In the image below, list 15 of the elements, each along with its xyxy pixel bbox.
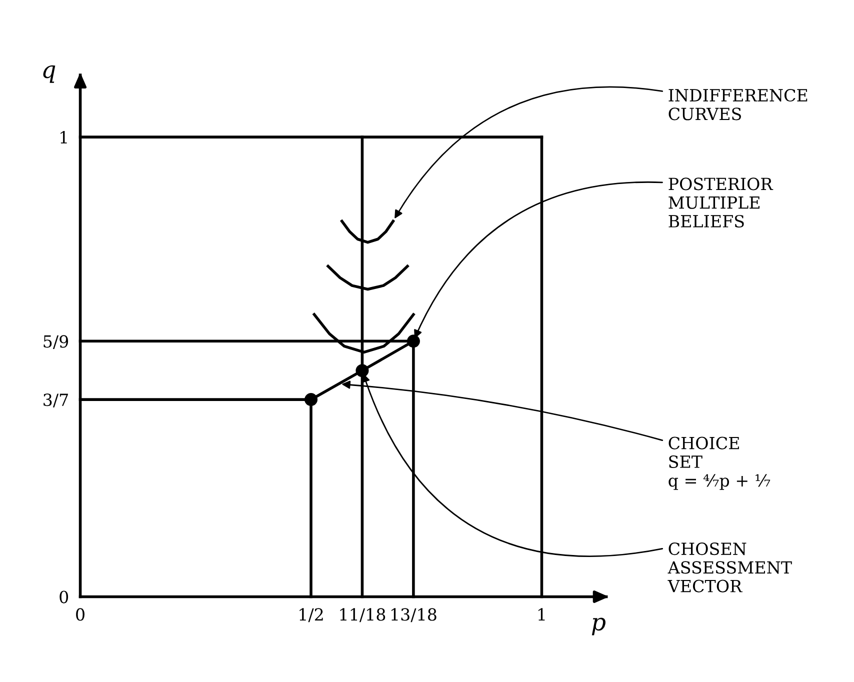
x-tick-label: 1	[538, 608, 545, 621]
y-tick-label: 5/9	[44, 335, 68, 350]
annotation: POSTERIOR MULTIPLE BELIEFS	[668, 178, 774, 228]
annotation: INDIFFERENCE CURVES	[668, 88, 808, 120]
x-tick-label: 11/18	[340, 608, 386, 622]
x-tick-label: 13/18	[391, 608, 436, 622]
x-tick-label: 1/2	[300, 608, 323, 622]
x-axis-title: p	[592, 618, 606, 636]
y-axis-title: q	[43, 65, 56, 83]
y-tick-label: 3/7	[44, 394, 68, 408]
y-tick-label: 1	[60, 131, 67, 144]
annotation: CHOICE SET q = ⁴⁄₇p + ¹⁄₇	[668, 436, 770, 490]
y-tick-label: 0	[60, 590, 68, 604]
x-tick-label: 0	[76, 608, 84, 621]
annotation: CHOSEN ASSESSMENT VECTOR	[668, 542, 792, 592]
